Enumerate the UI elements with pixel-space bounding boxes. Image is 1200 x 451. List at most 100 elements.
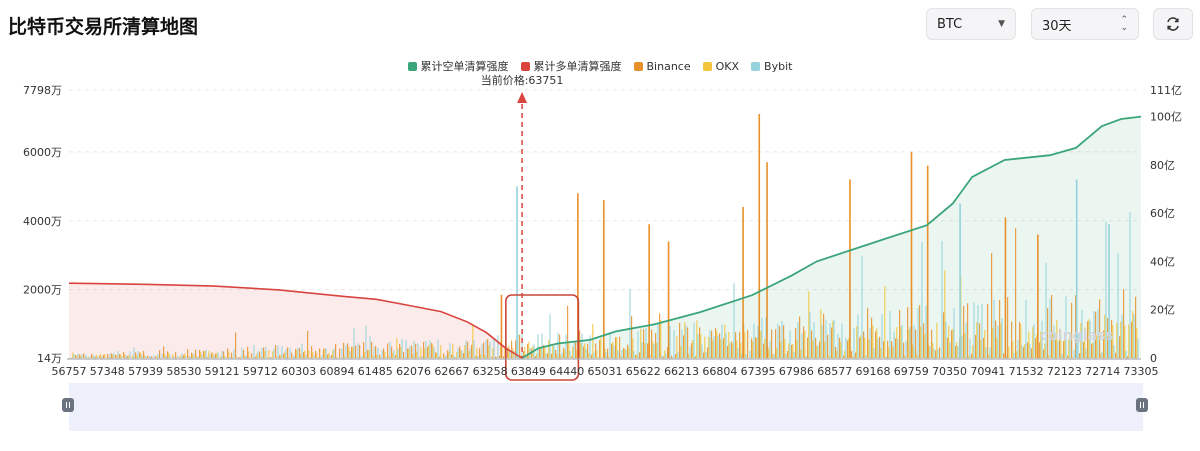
liquidation-bar xyxy=(995,320,997,358)
legend-item[interactable]: OKX xyxy=(702,58,739,74)
liquidation-bar xyxy=(775,329,777,358)
liquidation-bar xyxy=(149,355,151,358)
liquidation-bar xyxy=(1128,324,1130,358)
liquidation-bar xyxy=(811,330,813,358)
liquidation-bar xyxy=(1089,320,1091,358)
legend-item[interactable]: 累计空单清算强度 xyxy=(407,58,509,74)
liquidation-bar xyxy=(569,350,571,358)
liquidation-bar xyxy=(613,345,615,358)
liquidation-bar xyxy=(499,355,501,358)
liquidation-bar xyxy=(252,357,254,358)
liquidation-bar xyxy=(1101,351,1103,358)
liquidation-bar xyxy=(628,347,630,358)
liquidation-peak-bar xyxy=(577,193,579,358)
y-left-tick-label: 14万 xyxy=(37,352,62,365)
liquidation-bar xyxy=(803,326,805,358)
liquidation-peak-bar xyxy=(1037,234,1039,358)
liquidation-bar xyxy=(483,342,485,358)
liquidation-peak-bar xyxy=(959,203,961,358)
liquidation-bar xyxy=(961,335,963,358)
liquidation-bar xyxy=(812,340,814,358)
liquidation-bar xyxy=(151,356,153,358)
liquidation-bar xyxy=(799,316,801,358)
liquidation-bar xyxy=(308,350,310,358)
liquidation-bar xyxy=(677,352,679,358)
x-tick-label: 72123 xyxy=(1047,365,1082,378)
liquidation-bar xyxy=(1025,299,1027,358)
liquidation-bar xyxy=(460,349,462,358)
liquidation-bar xyxy=(785,354,787,358)
liquidation-bar xyxy=(963,305,965,358)
liquidation-bar xyxy=(585,349,587,358)
liquidation-peak-bar xyxy=(926,165,929,358)
liquidation-bar xyxy=(1072,357,1074,358)
liquidation-bar xyxy=(797,321,799,358)
liquidation-bar xyxy=(355,345,357,358)
liquidation-bar xyxy=(868,339,870,358)
liquidation-bar xyxy=(73,354,75,358)
liquidation-bar xyxy=(549,314,551,358)
liquidation-bar xyxy=(572,346,574,358)
symbol-select[interactable]: BTC ▼ xyxy=(926,8,1016,40)
liquidation-bar xyxy=(1008,346,1010,358)
liquidation-bar xyxy=(599,340,601,358)
liquidation-bar xyxy=(429,340,431,358)
x-tick-label: 66804 xyxy=(702,365,737,378)
liquidation-bar xyxy=(755,337,757,358)
liquidation-bar xyxy=(640,328,642,358)
legend-item[interactable]: 累计多单清算强度 xyxy=(520,58,622,74)
y-right-tick-label: 20亿 xyxy=(1150,304,1175,317)
cumulative-short-line xyxy=(521,115,1142,359)
liquidation-bar xyxy=(488,345,490,358)
liquidation-bar xyxy=(524,346,526,358)
liquidation-bar xyxy=(240,356,242,358)
liquidation-bar xyxy=(345,345,347,358)
liquidation-bar xyxy=(519,334,521,358)
period-select[interactable]: 30天 ⌃ ⌄ xyxy=(1031,8,1139,40)
liquidation-bar xyxy=(1035,338,1037,358)
cumulative-long-area xyxy=(69,283,523,358)
liquidation-bar xyxy=(92,356,94,358)
legend-item[interactable]: Binance xyxy=(633,58,691,74)
liquidation-bar xyxy=(756,337,758,358)
liquidation-bar xyxy=(949,342,951,358)
liquidation-bar xyxy=(260,356,262,358)
liquidation-bar xyxy=(988,354,990,358)
liquidation-bar xyxy=(565,334,567,358)
liquidation-bar xyxy=(97,356,99,358)
liquidation-bar xyxy=(655,333,657,358)
liquidation-bar xyxy=(1119,336,1121,358)
liquidation-bar xyxy=(747,329,749,358)
liquidation-bar xyxy=(315,350,317,358)
liquidation-bar xyxy=(216,353,218,358)
liquidation-bar xyxy=(181,353,183,358)
liquidation-bar xyxy=(329,356,331,358)
liquidation-bar xyxy=(708,336,710,358)
legend-item[interactable]: Bybit xyxy=(751,58,792,74)
liquidation-bar xyxy=(79,354,81,358)
liquidation-bar xyxy=(719,333,721,358)
liquidation-bar xyxy=(469,348,471,358)
liquidation-bar xyxy=(887,340,889,358)
liquidation-bar xyxy=(292,356,294,358)
liquidation-bar xyxy=(836,350,838,358)
liquidation-bar xyxy=(327,354,329,358)
liquidation-bar xyxy=(1125,350,1127,358)
liquidation-bar xyxy=(401,338,403,358)
liquidation-bar xyxy=(1088,319,1090,358)
liquidation-bar xyxy=(979,323,981,358)
legend-swatch xyxy=(520,61,530,71)
zoom-handle-left[interactable] xyxy=(62,398,74,412)
zoom-handle-right[interactable] xyxy=(1136,398,1148,412)
liquidation-bar xyxy=(1120,321,1122,358)
x-tick-label: 69759 xyxy=(894,365,929,378)
liquidation-bar xyxy=(129,351,131,358)
liquidation-bar xyxy=(653,344,655,358)
liquidation-bar xyxy=(233,349,235,358)
liquidation-bar xyxy=(955,345,957,358)
refresh-button[interactable] xyxy=(1153,8,1193,40)
liquidation-bar xyxy=(596,350,598,358)
page-title: 比特币交易所清算地图 xyxy=(8,16,199,38)
liquidation-bar xyxy=(316,353,318,358)
liquidation-bar xyxy=(757,326,759,358)
